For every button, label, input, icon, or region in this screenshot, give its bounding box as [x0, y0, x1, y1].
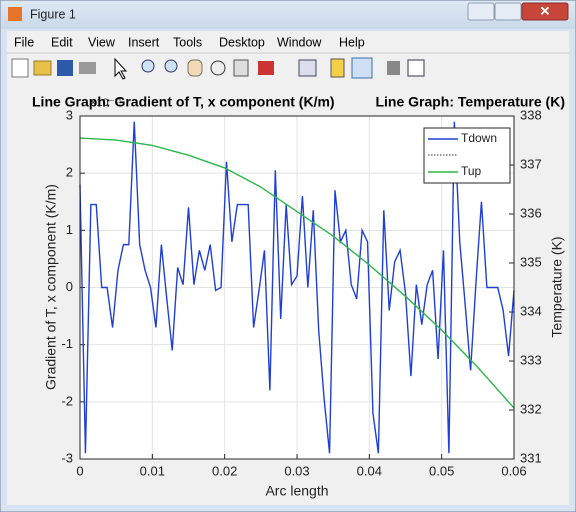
- dock-button[interactable]: [407, 59, 425, 77]
- menu-item[interactable]: View: [88, 35, 116, 49]
- series-line: [79, 137, 515, 409]
- y2-tick-label: 338: [520, 107, 542, 122]
- chart-title-right: Line Graph: Temperature (K): [375, 94, 565, 110]
- rotate-button[interactable]: [210, 60, 226, 76]
- print-button[interactable]: [79, 62, 96, 74]
- x-tick-label: 0.06: [501, 463, 526, 478]
- app-icon: [8, 7, 22, 21]
- y2-tick-label: 332: [520, 401, 542, 416]
- y2-axis-label: Temperature (K): [549, 236, 565, 337]
- menu-item[interactable]: Help: [339, 35, 365, 49]
- y2-tick-label: 334: [520, 303, 542, 318]
- y2-tick-label: 336: [520, 205, 542, 220]
- legend-button[interactable]: [351, 57, 373, 79]
- x-tick-label: 0.04: [357, 463, 382, 478]
- zoom-out-button[interactable]: [164, 59, 178, 73]
- colorbar-button[interactable]: [330, 58, 345, 78]
- menu-item[interactable]: Insert: [128, 35, 160, 49]
- hide-tools-button[interactable]: [387, 61, 400, 75]
- plot: 0 0.01 0.02 0.03 0.04 0.05 0.06 -3 -2 -1 0 1 2 3 331 33…: [61, 107, 541, 478]
- link-button[interactable]: [298, 59, 317, 77]
- x-axis-label: Arc length: [265, 483, 328, 499]
- y2-tick-label: 331: [520, 450, 542, 465]
- axes-box: [79, 115, 515, 460]
- y-tick-label: -2: [61, 393, 73, 408]
- close-button[interactable]: [521, 2, 569, 21]
- y-tick-label: -3: [61, 450, 73, 465]
- y2-tick-label: 335: [520, 254, 542, 269]
- brush-button[interactable]: [258, 61, 274, 75]
- y2-tick-label: 333: [520, 352, 542, 367]
- pan-button[interactable]: [187, 59, 203, 77]
- y-tick-label: 0: [66, 279, 73, 294]
- legend-label: Tup: [461, 164, 482, 178]
- y2-tick-label: 337: [520, 156, 542, 171]
- series-line: [79, 121, 515, 454]
- x-tick-label: 0.03: [284, 463, 309, 478]
- menu-item[interactable]: Edit: [51, 35, 73, 49]
- menu-item[interactable]: Tools: [173, 35, 202, 49]
- open-button[interactable]: [33, 60, 52, 76]
- legend-entries: Tdown Tup: [428, 131, 497, 178]
- save-button[interactable]: [57, 60, 73, 76]
- x-tick-label: 0.05: [429, 463, 454, 478]
- zoom-in-button[interactable]: [141, 59, 155, 73]
- menu-item[interactable]: File: [14, 35, 34, 49]
- y-multiplier: ×10⁻¹¹: [90, 97, 122, 109]
- menu-bar: File Edit View Insert Tools Desktop Window Help: [14, 35, 365, 49]
- menu-item[interactable]: Desktop: [219, 35, 265, 49]
- y-tick-label: 1: [66, 222, 73, 237]
- y-tick-label: 3: [66, 107, 73, 122]
- select-button[interactable]: [114, 57, 128, 80]
- legend-label: Tdown: [461, 131, 497, 145]
- toolbar: [11, 57, 425, 80]
- close-glyph: ✕: [540, 3, 551, 18]
- maximize-button[interactable]: [494, 2, 522, 21]
- minimize-button[interactable]: [467, 2, 495, 21]
- datacursor-button[interactable]: [233, 59, 249, 77]
- x-tick-label: 0.01: [140, 463, 165, 478]
- new-button[interactable]: [11, 58, 29, 78]
- y-tick-label: -1: [61, 336, 73, 351]
- y-axis-label: Gradient of T, x component (K/m): [43, 184, 59, 390]
- chart-title: Line Graph: Gradient of T, x component (…: [32, 94, 335, 110]
- menu-item[interactable]: Window: [277, 35, 322, 49]
- x-tick-label: 0: [76, 463, 83, 478]
- y-tick-label: 2: [66, 165, 73, 180]
- x-tick-label: 0.02: [212, 463, 237, 478]
- window-title: Figure 1: [30, 7, 76, 21]
